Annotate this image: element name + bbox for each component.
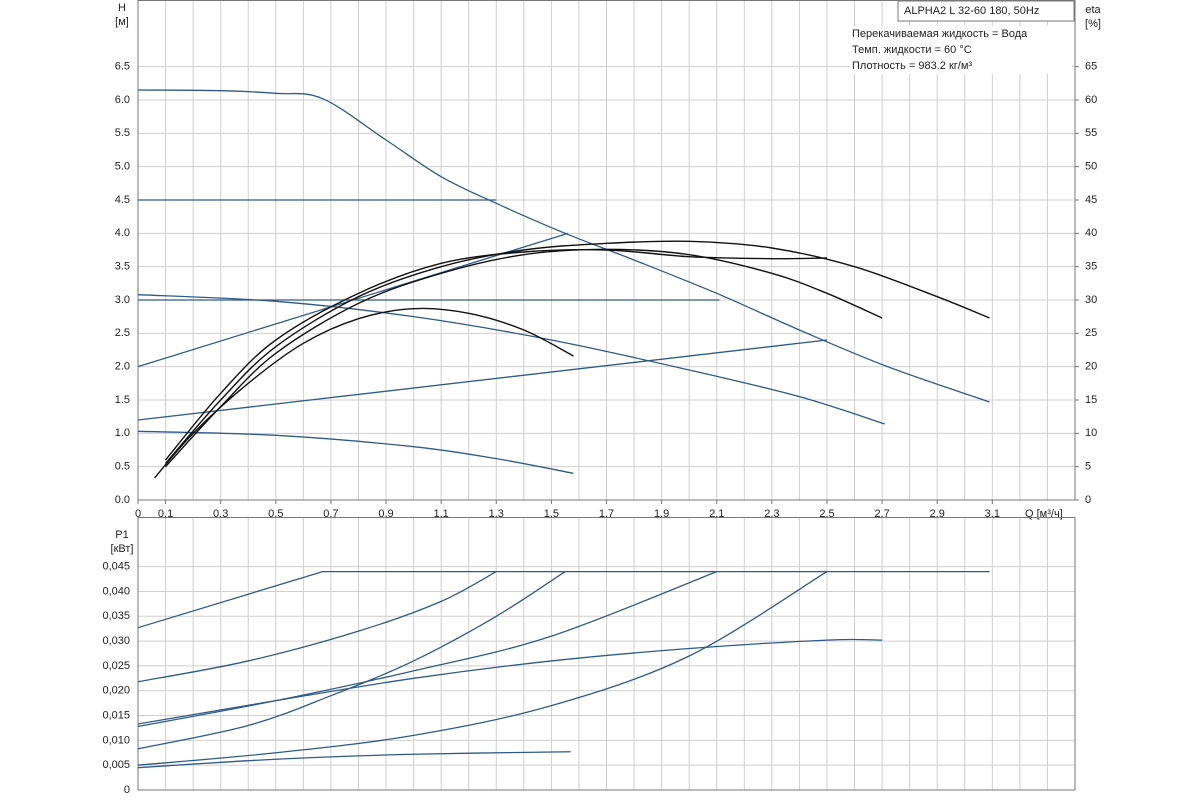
y-tick-label: 0,025 [102,660,130,672]
y-tick-label: 1.0 [115,427,130,439]
y2-tick-label: 50 [1085,161,1097,173]
y-tick-label: 0,005 [102,759,130,771]
y2-tick-label: 5 [1085,461,1091,473]
y-tick-label: 4.0 [115,227,130,239]
y2-tick-label: 35 [1085,261,1097,273]
y-tick-label: 0 [124,784,130,796]
y2-tick-label: 15 [1085,394,1097,406]
info-line: Темп. жидкости = 60 °C [852,44,972,56]
y2-tick-label: 30 [1085,294,1097,306]
x-tick-label: 0,9 [378,508,393,520]
y2-axis-label: eta [1085,4,1101,16]
x-tick-label: 1,7 [599,508,614,520]
y-tick-label: 2.5 [115,327,130,339]
curve [137,571,566,750]
y-tick-label: 1.5 [115,394,130,406]
curve [137,294,886,425]
y-tick-label: 0,045 [102,561,130,573]
x-tick-label: 2,1 [709,508,724,520]
y2-tick-label: 65 [1085,61,1097,73]
curve [137,571,497,683]
y-tick-label: 5.5 [115,127,130,139]
x-tick-label: 1,9 [654,508,669,520]
y-axis-unit: [м] [115,16,129,28]
y-tick-label: 0,030 [102,635,130,647]
y-tick-label: 0,015 [102,709,130,721]
x-tick-label: 2,9 [930,508,945,520]
x-tick-label: 1,3 [489,508,504,520]
curve [137,89,990,403]
y-axis-label: P1 [115,529,128,541]
curve [137,751,571,769]
y2-tick-label: 25 [1085,327,1097,339]
y-tick-label: 0,020 [102,685,130,697]
curve [137,570,717,728]
y-tick-label: 0.5 [115,461,130,473]
y-axis-label: H [118,2,126,14]
info-bg [850,26,1072,42]
curve [165,248,827,461]
x-tick-label: 3,1 [985,508,1000,520]
info-bg [850,58,1072,74]
curve [154,307,574,479]
x-tick-label: 2,7 [874,508,889,520]
curve [137,339,828,421]
x-tick-label: 0,1 [158,508,173,520]
x-axis-label: Q [м³/ч] [1025,508,1063,520]
y-tick-label: 3.0 [115,294,130,306]
y-tick-label: 6.5 [115,61,130,73]
y-tick-label: 3.5 [115,261,130,273]
x-tick-label: 0,3 [213,508,228,520]
curve [137,571,828,766]
y2-tick-label: 10 [1085,427,1097,439]
x-tick-label: 2,3 [764,508,779,520]
y2-tick-label: 0 [1085,494,1091,506]
info-line: Перекачиваемая жидкость = Вода [852,28,1028,40]
y-tick-label: 0.0 [115,494,130,506]
y2-tick-label: 55 [1085,127,1097,139]
y2-tick-label: 60 [1085,94,1097,106]
curve [137,430,574,474]
info-title: ALPHA2 L 32-60 180, 50Hz [904,5,1039,17]
info-bg [850,42,1072,58]
y2-tick-label: 40 [1085,227,1097,239]
y-tick-label: 6.0 [115,94,130,106]
y2-tick-label: 45 [1085,194,1097,206]
x-tick-label: 2,5 [819,508,834,520]
x-tick-label: 1,1 [433,508,448,520]
y-tick-label: 5.0 [115,161,130,173]
y-tick-label: 2.0 [115,361,130,373]
curve [137,638,883,725]
y-tick-label: 0,040 [102,585,130,597]
plot-frame [137,517,1076,791]
y-tick-label: 0,035 [102,610,130,622]
curve [165,240,990,464]
x-tick-label: 1,5 [544,508,559,520]
y-tick-label: 4.5 [115,194,130,206]
plot-frame [137,0,1076,501]
y2-tick-label: 20 [1085,361,1097,373]
y-tick-label: 0,010 [102,734,130,746]
info-line: Плотность = 983.2 кг/м³ [852,60,972,72]
info-title-box [897,0,1075,22]
curve [137,570,323,629]
y-axis-unit: [кВт] [111,543,134,555]
x-tick-label: 0,7 [323,508,338,520]
curve [165,248,883,468]
x-tick-label: 0 [135,508,141,520]
y2-axis-unit: [%] [1085,18,1101,30]
x-tick-label: 0,5 [268,508,283,520]
